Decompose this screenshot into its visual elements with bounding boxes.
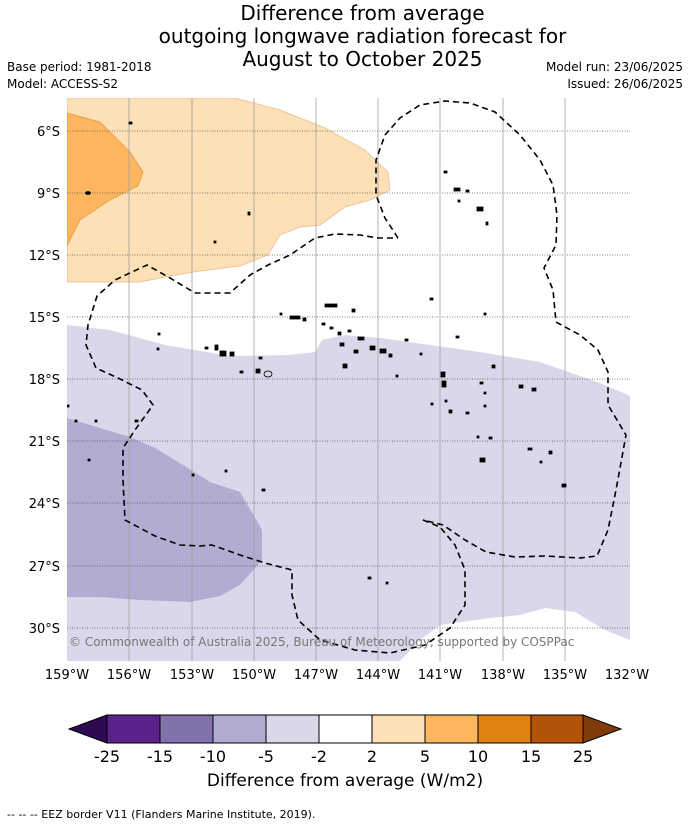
eez-border [85,100,627,654]
lon-label-135w: 135°W [543,668,587,683]
meta-right: Model run: 23/06/2025 Issued: 26/06/2025 [546,59,683,93]
positive-anomaly-orange-region [67,112,144,247]
colorbar-tick-2: -15 [147,747,173,766]
lat-label-21s: 21°S [29,435,60,450]
colorbar-bin-9 [530,714,584,744]
eez-border-northern-section [375,100,627,559]
colorbar-bin-4 [265,714,320,744]
colorbar-tick-7: 5 [420,747,430,766]
lon-label-159w: 159°W [45,668,89,683]
colorbar-tick-9: 15 [521,747,541,766]
map-title: Difference from average outgoing longwav… [0,2,690,71]
colorbar-bin-5 [318,714,373,744]
islands [67,121,567,585]
lon-label-150w: 150°W [232,668,276,683]
lat-label-15s: 15°S [29,311,60,326]
colorbar-bin-3 [212,714,267,744]
eez-border-southern-section [85,233,466,654]
colorbar-bin-1 [106,714,161,744]
colorbar-bin-2 [159,714,214,744]
base-period-text: Base period: 1981-2018 [7,60,152,74]
lat-label-24s: 24°S [29,497,60,512]
colorbar-bin-8 [477,714,532,744]
lat-label-27s: 27°S [29,560,60,575]
lat-label-12s: 12°S [29,249,60,264]
meta-left: Base period: 1981-2018 Model: ACCESS-S2 [7,59,152,93]
colorbar-title: Difference from average (W/m2) [206,771,484,791]
colorbar-tick-8: 10 [468,747,488,766]
lat-label-18s: 18°S [29,373,60,388]
eez-legend-footer: -- -- -- EEZ border V11 (Flanders Marine… [7,808,316,821]
issued-text: Issued: 26/06/2025 [567,77,683,91]
title-line-3: August to October 2025 [242,47,483,71]
lon-label-141w: 141°W [418,668,462,683]
title-line-2: outgoing longwave radiation forecast for [158,24,567,48]
latitude-labels: 6°S 9°S 12°S 15°S 18°S 21°S 24°S 27°S 30… [29,125,60,637]
lon-label-147w: 147°W [294,668,338,683]
lon-label-132w: 132°W [605,668,649,683]
colorbar-bin-6 [371,714,426,744]
colorbar-tick-labels: -25 -15 -10 -5 -2 2 5 10 15 25 [94,747,593,766]
lon-label-138w: 138°W [481,668,525,683]
longitude-gridlines [128,98,566,661]
map-content: © Commonwealth of Australia 2025, Bureau… [67,98,630,661]
colorbar-tick-4: -5 [258,747,274,766]
colorbar-tick-1: -25 [94,747,120,766]
colorbar [67,714,623,744]
colorbar-bin-7 [424,714,479,744]
lat-label-30s: 30°S [29,622,60,637]
lat-label-6s: 6°S [37,125,60,140]
negative-anomaly-medium-region [67,418,262,602]
colorbar-tick-5: -2 [311,747,327,766]
lat-label-9s: 9°S [37,187,60,202]
positive-anomaly-light-region [67,98,391,283]
lon-label-153w: 153°W [170,668,214,683]
colorbar-tick-10: 25 [573,747,593,766]
model-run-text: Model run: 23/06/2025 [545,60,683,74]
lon-label-156w: 156°W [107,668,151,683]
title-line-1: Difference from average [240,1,485,25]
colorbar-tick-6: 2 [367,747,377,766]
colorbar-upper-extension [582,714,623,744]
forecast-map: © Commonwealth of Australia 2025, Bureau… [29,98,649,766]
colorbar-lower-extension [67,714,108,744]
model-text: Model: ACCESS-S2 [7,77,119,91]
longitude-labels: 159°W 156°W 153°W 150°W 147°W 144°W 141°… [45,668,649,683]
copyright-text: © Commonwealth of Australia 2025, Bureau… [69,635,574,649]
lon-label-144w: 144°W [356,668,400,683]
colorbar-tick-3: -10 [200,747,226,766]
